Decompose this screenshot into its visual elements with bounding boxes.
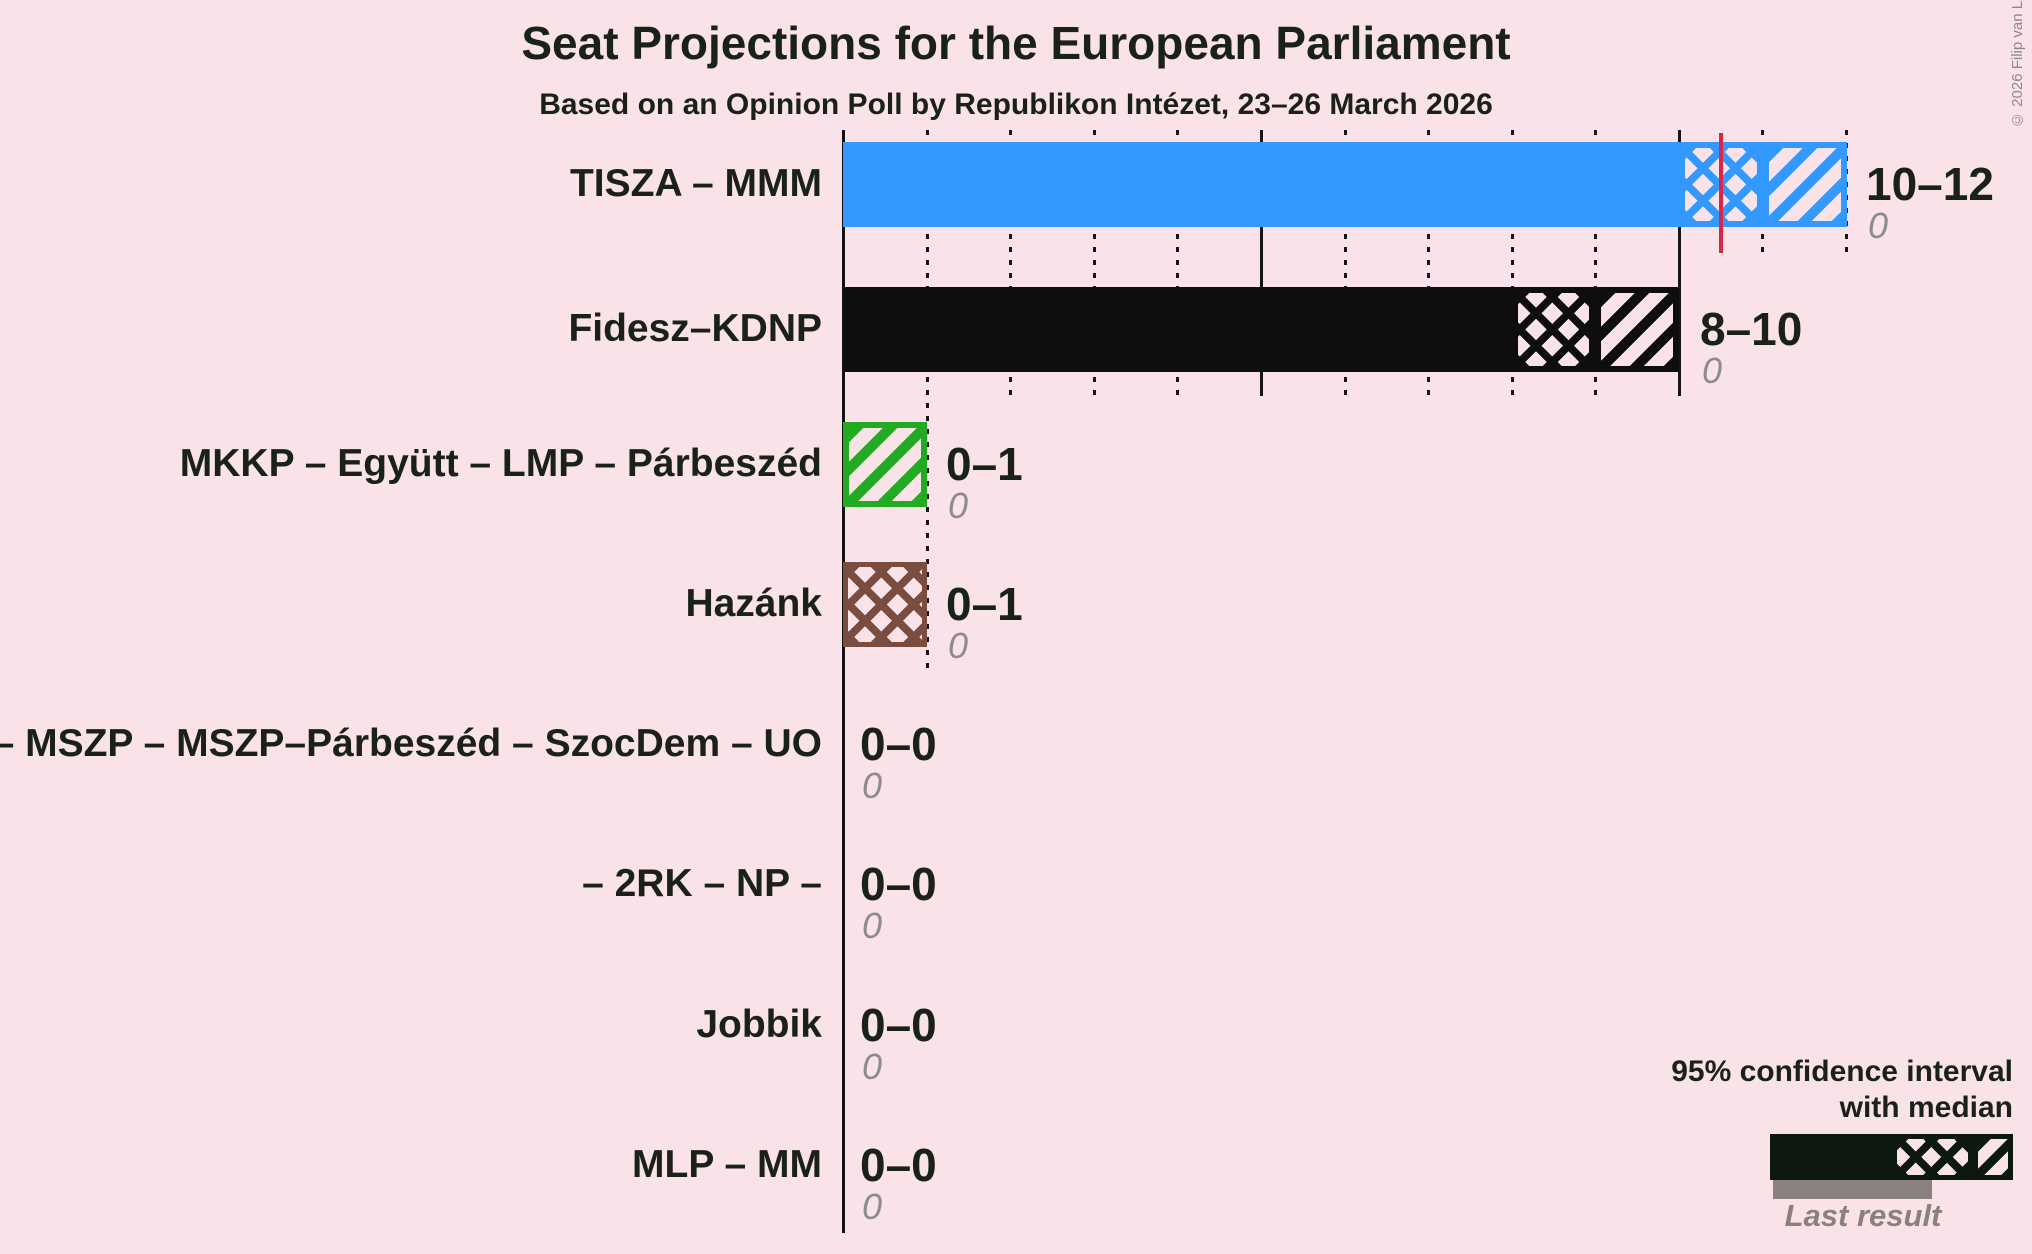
gridline-seat-9	[1594, 130, 1597, 396]
party-label-tisza-mmm: TISZA – MMM	[569, 162, 822, 205]
party-label-fidesz-kdnp: Fidesz–KDNP	[568, 307, 822, 350]
party-label-mkkp-egyutt-lmp-parbeszed: MKKP – Együtt – LMP – Párbeszéd	[179, 442, 822, 485]
gridline-seat-6	[1344, 130, 1347, 396]
bar-tisza-diagonal-segment	[1763, 142, 1847, 227]
gridline-seat-3	[1093, 130, 1096, 396]
tisza-median-line	[1719, 133, 1723, 253]
last-result-label-fidesz: 0	[1702, 350, 1723, 391]
bar-fidesz-solid-segment	[843, 287, 1512, 372]
chart-title: Seat Projections for the European Parlia…	[521, 17, 1511, 69]
legend-ci-line2: with median	[1839, 1091, 2013, 1124]
seat-range-label-fidesz: 8–10	[1700, 303, 1803, 355]
last-result-label-mkkp: 0	[948, 485, 969, 526]
legend-crosshatch-segment	[1892, 1134, 1973, 1180]
party-label-hazank: Hazánk	[685, 582, 822, 625]
bar-fidesz-diagonal-segment	[1595, 287, 1679, 372]
seat-range-label-mkkp: 0–1	[946, 438, 1023, 490]
seat-range-label-jobbik: 0–0	[860, 999, 937, 1051]
legend-diagonal-segment	[1973, 1134, 2013, 1180]
y-axis-line	[842, 130, 845, 1233]
party-label-2rk-np: – 2RK – NP –	[582, 862, 822, 905]
legend-ci-text: 95% confidence interval with median	[1671, 1054, 2013, 1126]
last-result-label-jobbik: 0	[862, 1046, 883, 1087]
gridline-seat-4	[1176, 130, 1179, 396]
gridline-seat-7	[1427, 130, 1430, 396]
copyright-note: © 2026 Filip van Laenen	[2009, 0, 2026, 128]
seat-range-label-hazank: 0–1	[946, 578, 1023, 630]
legend-last-result-label: Last result	[1784, 1198, 1942, 1233]
seat-range-label-tisza: 10–12	[1866, 158, 1994, 210]
gridline-seat-8	[1511, 130, 1514, 396]
legend-solid-segment	[1770, 1134, 1892, 1180]
party-label-mlp-mm: MLP – MM	[632, 1143, 822, 1186]
last-result-label-mlp: 0	[862, 1186, 883, 1227]
gridline-seat-2	[1009, 130, 1012, 396]
legend-ci-sample-bar	[1770, 1134, 2013, 1180]
last-result-label-2rk: 0	[862, 905, 883, 946]
party-label-dk-mszp-szocdem-uo: DK – MSZP – MSZP–Párbeszéd – SzocDem – U…	[0, 722, 822, 765]
gridline-seat-1	[926, 130, 929, 670]
party-label-jobbik: Jobbik	[696, 1003, 822, 1046]
bar-mkkp-diagonal-segment	[843, 422, 927, 507]
last-result-label-hazank: 0	[948, 625, 969, 666]
seat-range-label-mlp: 0–0	[860, 1139, 937, 1191]
gridline-seat-10	[1678, 130, 1681, 396]
last-result-label-dk: 0	[862, 765, 883, 806]
gridline-seat-5	[1260, 130, 1263, 396]
legend-last-result-bar	[1773, 1180, 1932, 1199]
bar-hazank-crosshatch-segment	[843, 562, 927, 647]
chart-subtitle: Based on an Opinion Poll by Republikon I…	[539, 88, 1493, 121]
bar-fidesz-crosshatch-segment	[1512, 287, 1595, 372]
seat-range-label-2rk: 0–0	[860, 858, 937, 910]
legend-ci-line1: 95% confidence interval	[1671, 1055, 2013, 1088]
last-result-label-tisza: 0	[1868, 205, 1889, 246]
bar-tisza-solid-segment	[843, 142, 1679, 227]
seat-range-label-dk: 0–0	[860, 718, 937, 770]
